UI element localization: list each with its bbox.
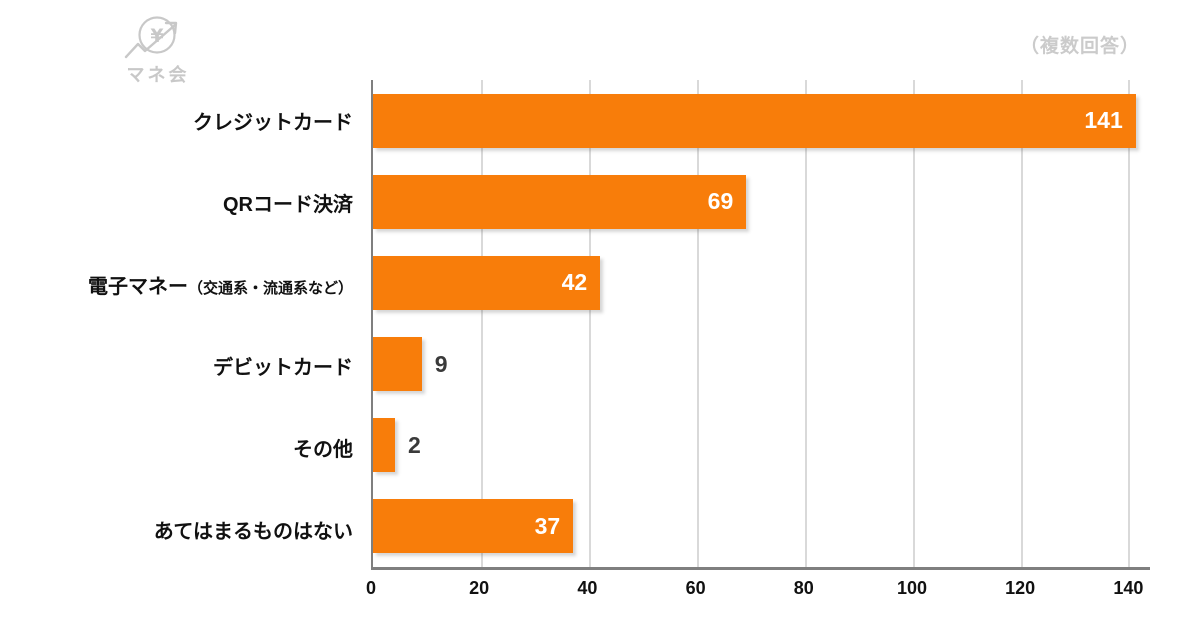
x-tick-label-80: 80: [793, 578, 814, 598]
gridline-100: [912, 80, 915, 567]
category-label: クレジットカード: [193, 112, 353, 135]
bar-その他: [373, 418, 395, 473]
category-sublabel: （交通系・流通系など）: [187, 279, 353, 297]
bar-value-label: 2: [408, 431, 421, 458]
category-label-row: あてはまるものはない: [0, 488, 362, 570]
x-tick-label-100: 100: [896, 578, 927, 598]
bar-row: 141: [373, 80, 1150, 161]
plot-area: 141 69 42 9 2 37: [371, 80, 1150, 570]
category-label: QRコード決済: [223, 194, 353, 216]
bar-デビットカード: [373, 337, 422, 392]
gridline-120: [1020, 80, 1023, 567]
x-tick-label-140: 140: [1113, 578, 1144, 598]
category-label-row: QRコード決済: [0, 162, 362, 244]
bar-value-label: 69: [707, 188, 734, 215]
gridline-80: [804, 80, 807, 567]
bar-あてはまるものはない: 37: [373, 499, 574, 554]
bar-QRコード決済: 69: [373, 174, 747, 229]
bar-row: 42: [373, 242, 1150, 323]
x-tick-label-60: 60: [685, 578, 706, 598]
bar-row: 2: [373, 405, 1150, 486]
gridline-140: [1128, 80, 1131, 567]
bar-value-label: 9: [434, 350, 448, 377]
category-label: その他: [293, 439, 353, 462]
bar-クレジットカード: 141: [373, 93, 1136, 148]
category-label: 電子マネー（交通系・流通系など）: [87, 275, 353, 298]
brand-name: マネ会: [126, 65, 190, 85]
x-tick-label-20: 20: [469, 578, 490, 598]
x-tick-label-120: 120: [1005, 578, 1036, 598]
gridline-40: [588, 80, 591, 567]
bars-layer: 141 69 42 9 2 37: [373, 80, 1150, 567]
category-label-row: 電子マネー（交通系・流通系など）: [0, 243, 362, 325]
bar-row: 9: [373, 324, 1150, 405]
category-labels-column: クレジットカード QRコード決済電子マネー（交通系・流通系など） デビットカードその…: [0, 80, 362, 570]
gridline-20: [480, 80, 483, 567]
brand-logo: ¥ マネ会: [103, 12, 213, 87]
category-label-row: デビットカード: [0, 325, 362, 407]
category-label-row: その他: [0, 407, 362, 489]
category-label-row: クレジットカード: [0, 80, 362, 162]
bar-value-label: 37: [534, 512, 561, 539]
x-axis-tick-labels: 0 20 40 60 80 100 120 140: [366, 578, 1150, 604]
bar-row: 69: [373, 161, 1150, 242]
category-label: あてはまるものはない: [153, 520, 353, 543]
multiple-answers-note: （複数回答）: [1019, 36, 1140, 57]
yen-coin-growth-arrow-icon: ¥: [124, 16, 178, 59]
bar-row: 37: [373, 486, 1150, 567]
gridline-60: [696, 80, 699, 567]
bar-value-label: 42: [561, 269, 588, 296]
svg-text:¥: ¥: [150, 25, 163, 47]
bar-電子マネー: 42: [373, 255, 601, 310]
bar-value-label: 141: [1084, 107, 1123, 134]
x-tick-label-40: 40: [577, 578, 598, 598]
x-tick-label-0: 0: [365, 578, 377, 598]
category-label: デビットカード: [213, 357, 353, 380]
